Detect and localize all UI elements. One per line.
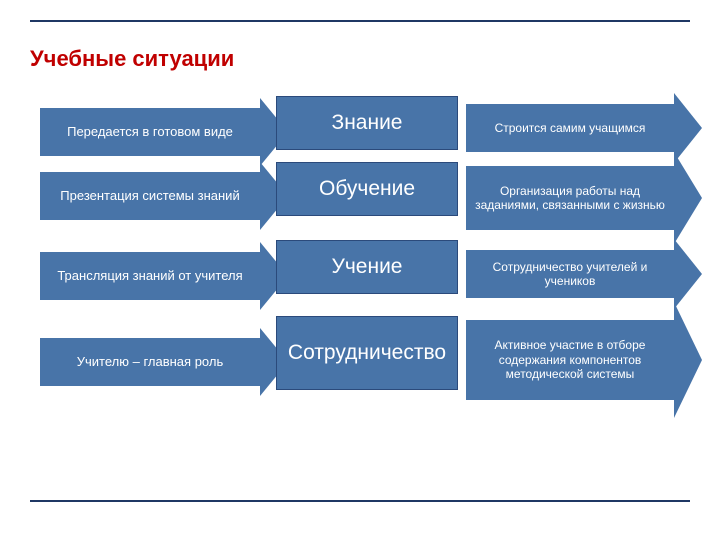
center-box-label: Сотрудничество bbox=[288, 341, 446, 365]
right-arrow-2: Сотрудничество учителей и учеников bbox=[466, 250, 674, 298]
right-arrow-label: Строится самим учащимся bbox=[489, 117, 652, 139]
center-box-label: Знание bbox=[332, 111, 403, 135]
slide: Учебные ситуации Передается в готовом ви… bbox=[0, 0, 720, 540]
left-arrow-label: Презентация системы знаний bbox=[54, 184, 245, 208]
left-arrow-label: Передается в готовом виде bbox=[61, 120, 239, 144]
top-rule bbox=[30, 20, 690, 22]
left-arrow-1: Презентация системы знаний bbox=[40, 172, 260, 220]
left-arrow-2: Трансляция знаний от учителя bbox=[40, 252, 260, 300]
arrow-head-icon bbox=[674, 302, 702, 418]
center-box-label: Учение bbox=[332, 255, 403, 279]
page-title: Учебные ситуации bbox=[30, 46, 234, 72]
arrow-head-icon bbox=[674, 239, 702, 309]
left-arrow-0: Передается в готовом виде bbox=[40, 108, 260, 156]
arrow-head-icon bbox=[674, 152, 702, 244]
left-arrow-label: Трансляция знаний от учителя bbox=[51, 264, 248, 288]
right-arrow-3: Активное участие в отборе содержания ком… bbox=[466, 320, 674, 400]
right-arrow-0: Строится самим учащимся bbox=[466, 104, 674, 152]
center-box-1: Обучение bbox=[276, 162, 458, 216]
right-arrow-label: Активное участие в отборе содержания ком… bbox=[466, 334, 674, 385]
left-arrow-label: Учителю – главная роль bbox=[71, 350, 229, 374]
right-arrow-label: Организация работы над заданиями, связан… bbox=[466, 180, 674, 217]
left-arrow-3: Учителю – главная роль bbox=[40, 338, 260, 386]
center-box-2: Учение bbox=[276, 240, 458, 294]
center-box-3: Сотрудничество bbox=[276, 316, 458, 390]
right-arrow-1: Организация работы над заданиями, связан… bbox=[466, 166, 674, 230]
center-box-0: Знание bbox=[276, 96, 458, 150]
center-box-label: Обучение bbox=[319, 177, 415, 201]
bottom-rule bbox=[30, 500, 690, 502]
right-arrow-label: Сотрудничество учителей и учеников bbox=[466, 256, 674, 293]
